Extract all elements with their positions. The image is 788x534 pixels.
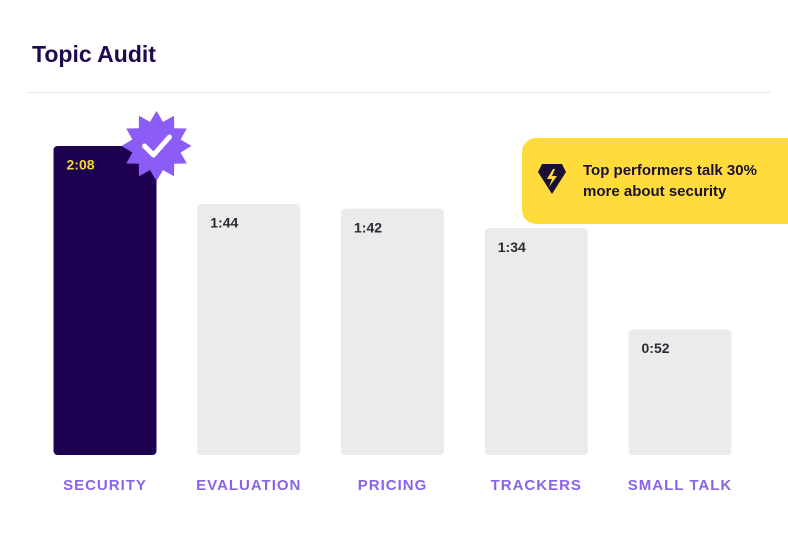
value-label: 1:42: [354, 219, 382, 235]
value-label: 0:52: [642, 340, 670, 356]
bar: [197, 203, 301, 455]
x-tick-label: EVALUATION: [196, 477, 301, 494]
badge-check: [142, 134, 172, 158]
badge: [121, 111, 192, 181]
value-label: 2:08: [67, 157, 95, 173]
value-label: 1:34: [498, 239, 526, 255]
chart-title: Topic Audit: [32, 41, 156, 67]
x-tick-label: PRICING: [358, 477, 428, 494]
bar: [484, 228, 588, 455]
bar: [628, 329, 732, 455]
callout-text: Top performers talk 30% more about secur…: [583, 162, 757, 200]
bar: [341, 208, 444, 455]
callout-icon: [538, 164, 566, 194]
bar: [53, 146, 157, 455]
x-tick-label: SMALL TALK: [628, 477, 732, 494]
x-tick-label: SECURITY: [63, 477, 147, 494]
x-tick-label: TRACKERS: [491, 477, 582, 494]
callout: Top performers talk 30% more about secur…: [522, 138, 788, 224]
value-label: 1:44: [210, 215, 238, 231]
